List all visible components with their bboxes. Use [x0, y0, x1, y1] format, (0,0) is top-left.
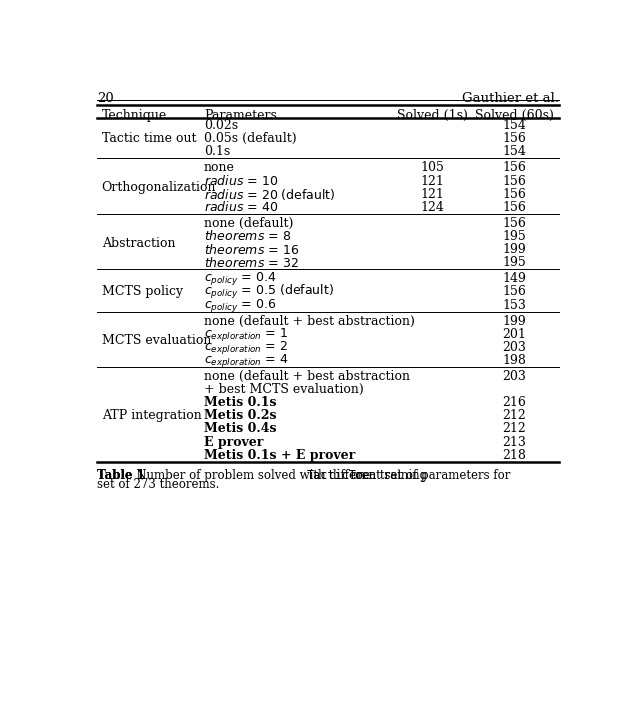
Text: 0.05s (default): 0.05s (default)	[204, 132, 296, 145]
Text: Solved (1s): Solved (1s)	[397, 109, 468, 123]
Text: 199: 199	[502, 314, 526, 328]
Text: Metis 0.2s: Metis 0.2s	[204, 409, 276, 422]
Text: 149: 149	[502, 272, 526, 285]
Text: Table 1: Table 1	[97, 468, 145, 482]
Text: none (default + best abstraction: none (default + best abstraction	[204, 370, 410, 383]
Text: 154: 154	[502, 119, 526, 132]
Text: 201: 201	[502, 328, 526, 341]
Text: 156: 156	[502, 201, 526, 214]
Text: Abstraction: Abstraction	[102, 237, 175, 250]
Text: MCTS evaluation: MCTS evaluation	[102, 334, 211, 347]
Text: 124: 124	[420, 201, 445, 214]
Text: Table 1: Table 1	[97, 468, 145, 482]
Text: Gauthier et al.: Gauthier et al.	[462, 93, 559, 106]
Text: $c_{policy}$ = 0.6: $c_{policy}$ = 0.6	[204, 297, 276, 314]
Text: 198: 198	[502, 354, 526, 367]
Text: 203: 203	[502, 370, 526, 383]
Text: TacticToe: TacticToe	[307, 468, 371, 482]
Text: on a training: on a training	[347, 468, 427, 482]
Text: none (default + best abstraction): none (default + best abstraction)	[204, 314, 415, 328]
Text: 203: 203	[502, 341, 526, 354]
Text: 121: 121	[420, 188, 445, 200]
Text: $c_{exploration}$ = 4: $c_{exploration}$ = 4	[204, 352, 289, 369]
Text: 216: 216	[502, 396, 526, 409]
Text: 154: 154	[502, 145, 526, 158]
Text: 212: 212	[502, 423, 526, 436]
Text: 156: 156	[502, 132, 526, 145]
Text: $theorems$ = 32: $theorems$ = 32	[204, 256, 299, 270]
Text: 213: 213	[502, 436, 526, 448]
Text: 0.02s: 0.02s	[204, 119, 238, 132]
Text: + best MCTS evaluation): + best MCTS evaluation)	[204, 383, 364, 396]
Text: $c_{exploration}$ = 1: $c_{exploration}$ = 1	[204, 326, 288, 343]
Text: 153: 153	[502, 299, 526, 312]
Text: 156: 156	[502, 285, 526, 299]
Text: $radius$ = 40: $radius$ = 40	[204, 200, 278, 214]
Text: 20: 20	[97, 93, 114, 106]
Text: $radius$ = 20 (default): $radius$ = 20 (default)	[204, 187, 335, 202]
Text: E prover: E prover	[204, 436, 264, 448]
Text: $c_{policy}$ = 0.5 (default): $c_{policy}$ = 0.5 (default)	[204, 283, 334, 301]
Text: $c_{exploration}$ = 2: $c_{exploration}$ = 2	[204, 339, 288, 356]
Text: 218: 218	[502, 448, 526, 461]
Text: 105: 105	[420, 161, 445, 175]
Text: none (default): none (default)	[204, 217, 293, 230]
Text: $radius$ = 10: $radius$ = 10	[204, 174, 278, 188]
Text: Tactic time out: Tactic time out	[102, 132, 196, 145]
Text: Number of problem solved with different set of parameters for: Number of problem solved with different …	[125, 468, 514, 482]
Text: 156: 156	[502, 161, 526, 175]
Text: 199: 199	[502, 243, 526, 256]
Text: Technique: Technique	[102, 109, 167, 123]
Text: $c_{policy}$ = 0.4: $c_{policy}$ = 0.4	[204, 270, 276, 287]
Text: 195: 195	[502, 256, 526, 270]
Text: 156: 156	[502, 188, 526, 200]
Text: $theorems$ = 8: $theorems$ = 8	[204, 230, 291, 243]
Text: 212: 212	[502, 409, 526, 422]
Text: Metis 0.4s: Metis 0.4s	[204, 423, 276, 436]
Text: set of 273 theorems.: set of 273 theorems.	[97, 478, 220, 491]
Text: Metis 0.1s: Metis 0.1s	[204, 396, 276, 409]
Text: 156: 156	[502, 217, 526, 230]
Text: Metis 0.1s + E prover: Metis 0.1s + E prover	[204, 448, 355, 461]
Text: 195: 195	[502, 230, 526, 243]
Text: Solved (60s): Solved (60s)	[475, 109, 554, 123]
Text: 156: 156	[502, 175, 526, 188]
Text: 121: 121	[420, 175, 445, 188]
Text: 0.1s: 0.1s	[204, 145, 230, 158]
Text: none: none	[204, 161, 235, 175]
Text: $theorems$ = 16: $theorems$ = 16	[204, 242, 299, 257]
Text: ATP integration: ATP integration	[102, 409, 202, 422]
Text: Orthogonalization: Orthogonalization	[102, 181, 216, 194]
Text: MCTS policy: MCTS policy	[102, 285, 183, 299]
Text: Parameters: Parameters	[204, 109, 277, 123]
